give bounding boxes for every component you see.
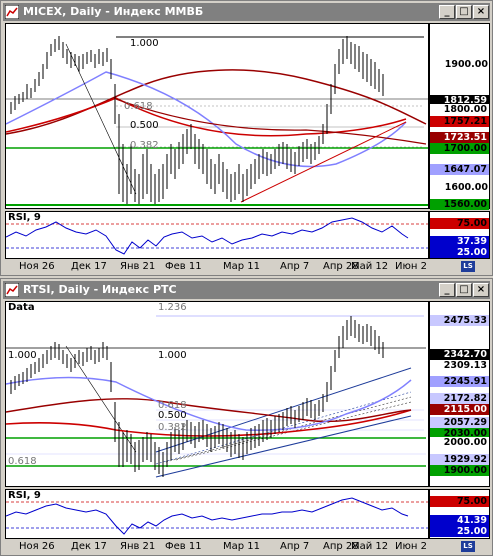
micex-date-label: Фев 11	[165, 261, 202, 272]
rtsi-fib-0382: 0.382	[158, 422, 187, 433]
micex-fib-0382: 0.382	[130, 140, 159, 151]
micex-date-label: Янв 21	[120, 261, 156, 272]
micex-rsi-tag-75: 75.00	[430, 218, 489, 229]
rtsi-rsi-plot	[6, 497, 428, 535]
micex-date-label: Июн 2	[395, 261, 427, 272]
micex-tag-ma-blue: 1647.07	[430, 164, 489, 175]
micex-axis-tick-1600: 1600.00	[444, 182, 488, 193]
rtsi-tag-level: 2309.13	[430, 360, 489, 371]
rtsi-tag-fib-low: 1929.92	[430, 454, 489, 465]
rtsi-data-label: Data	[8, 302, 35, 313]
rtsi-chart-window: RTSI, Daily - Индекс РТС _ □ ×	[0, 278, 493, 556]
rtsi-tag-level-2000: 2000.00	[430, 437, 489, 448]
rtsi-fib-0500: 0.500	[158, 410, 187, 421]
close-button[interactable]: ×	[473, 5, 489, 19]
rtsi-date-label: Апр 7	[280, 541, 310, 552]
micex-rsi-plot	[6, 217, 428, 255]
rtsi-price-panel[interactable]: Data 1.236 1.000 1.000 0.618 0.500 0.382…	[5, 301, 429, 487]
minimize-button[interactable]: _	[439, 5, 455, 19]
micex-fib-0618: 0.618	[124, 101, 153, 112]
chart-window-icon	[5, 5, 19, 19]
maximize-button[interactable]: □	[456, 283, 472, 297]
micex-tag-ma-darkred: 1723.51	[430, 132, 489, 143]
rtsi-rsi-tag-value: 41.39	[430, 515, 489, 526]
rtsi-rsi-label: RSI, 9	[8, 490, 41, 501]
micex-window-title: MICEX, Daily - Индекс ММВБ	[23, 5, 204, 18]
micex-date-label: Апр 28	[323, 261, 359, 272]
rtsi-tag-ma-blue: 2245.91	[430, 376, 489, 387]
rtsi-date-axis[interactable]: Ноя 26 Дек 17 Янв 21 Фев 11 Мар 11 Апр 7…	[5, 540, 429, 554]
rtsi-rsi-tag-25: 25.00	[430, 526, 489, 537]
micex-title-bar[interactable]: MICEX, Daily - Индекс ММВБ _ □ ×	[3, 3, 490, 21]
rtsi-tag-ma-darkred: 2115.00	[430, 404, 489, 415]
micex-tag-ma-red: 1757.21	[430, 116, 489, 127]
rtsi-fib-1236: 1.236	[158, 302, 187, 313]
rtsi-date-label: Ноя 26	[19, 541, 55, 552]
rtsi-date-label: Июн 2	[395, 541, 427, 552]
rtsi-rsi-panel[interactable]: RSI, 9	[5, 489, 429, 539]
rtsi-tag-fib-0382: 2057.29	[430, 417, 489, 428]
rtsi-date-label: Янв 21	[120, 541, 156, 552]
rtsi-date-label: Мар 11	[223, 541, 261, 552]
maximize-button[interactable]: □	[456, 5, 472, 19]
minimize-button[interactable]: _	[439, 283, 455, 297]
micex-tag-support-green: 1700.00	[430, 143, 489, 154]
micex-tag-support-low: 1560.00	[430, 199, 489, 210]
micex-rsi-label: RSI, 9	[8, 212, 41, 223]
rtsi-date-label: Фев 11	[165, 541, 202, 552]
rtsi-fib-0618-left: 0.618	[8, 456, 37, 467]
rtsi-tag-last-price: 2342.70	[430, 349, 489, 360]
rtsi-scroll-badge[interactable]: LS	[461, 541, 475, 552]
rtsi-price-plot	[6, 315, 426, 478]
micex-price-plot	[6, 36, 428, 206]
rtsi-date-label: Апр 28	[323, 541, 359, 552]
micex-date-axis[interactable]: Ноя 26 Дек 17 Янв 21 Фев 11 Мар 11 Апр 7…	[5, 260, 429, 274]
rtsi-candles	[10, 316, 384, 477]
rtsi-window-title: RTSI, Daily - Индекс РТС	[23, 283, 177, 296]
micex-date-label: Дек 17	[71, 261, 107, 272]
micex-axis-tick-1900: 1900.00	[444, 59, 488, 70]
micex-scroll-badge[interactable]: LS	[461, 261, 475, 272]
chart-window-icon	[5, 283, 19, 297]
micex-date-label: Май 12	[351, 261, 389, 272]
rtsi-rsi-tag-75: 75.00	[430, 496, 489, 507]
rtsi-date-label: Дек 17	[71, 541, 107, 552]
micex-date-label: Мар 11	[223, 261, 261, 272]
rtsi-fib-1000-left: 1.000	[8, 350, 37, 361]
micex-chart-window: MICEX, Daily - Индекс ММВБ _ □ ×	[0, 0, 493, 276]
micex-rsi-tag-25: 25.00	[430, 247, 489, 258]
micex-date-label: Апр 7	[280, 261, 310, 272]
rtsi-fib-0618: 0.618	[158, 400, 187, 411]
micex-fib-1000: 1.000	[130, 38, 159, 49]
micex-price-panel[interactable]: 1.000 0.618 0.500 0.382	[5, 23, 429, 209]
rtsi-tag-fib-1236: 2475.33	[430, 315, 489, 326]
micex-date-label: Ноя 26	[19, 261, 55, 272]
rtsi-tag-fib-0618: 2172.82	[430, 393, 489, 404]
micex-tag-level: 1800.00	[430, 104, 489, 115]
micex-rsi-panel[interactable]: RSI, 9	[5, 211, 429, 259]
rtsi-fib-1000: 1.000	[158, 350, 187, 361]
rtsi-date-label: Май 12	[351, 541, 389, 552]
close-button[interactable]: ×	[473, 283, 489, 297]
micex-rsi-tag-value: 37.39	[430, 236, 489, 247]
rtsi-tag-support-green: 2030.00	[430, 428, 489, 439]
micex-fib-0500: 0.500	[130, 120, 159, 131]
rtsi-tag-support-low: 1900.00	[430, 465, 489, 476]
rtsi-title-bar[interactable]: RTSI, Daily - Индекс РТС _ □ ×	[3, 281, 490, 299]
micex-candles	[10, 36, 384, 204]
micex-tag-last-price: 1812.59	[430, 95, 489, 106]
